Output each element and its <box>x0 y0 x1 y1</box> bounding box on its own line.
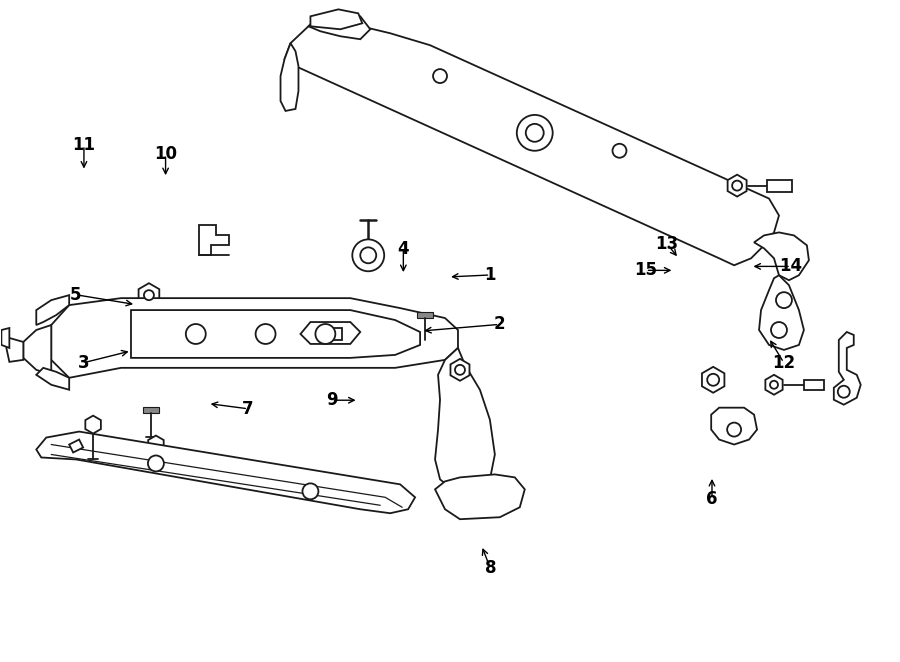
Polygon shape <box>51 298 458 378</box>
Polygon shape <box>301 322 360 344</box>
Polygon shape <box>767 179 792 191</box>
Polygon shape <box>23 325 51 375</box>
Polygon shape <box>6 338 23 362</box>
Text: 13: 13 <box>655 235 679 253</box>
Text: 12: 12 <box>772 354 796 371</box>
Circle shape <box>360 248 376 263</box>
Text: 5: 5 <box>70 286 82 304</box>
Circle shape <box>455 365 465 375</box>
Circle shape <box>776 292 792 308</box>
Circle shape <box>526 124 544 142</box>
Polygon shape <box>702 367 724 393</box>
Circle shape <box>315 324 336 344</box>
Polygon shape <box>281 43 299 111</box>
Circle shape <box>707 374 719 386</box>
Text: 10: 10 <box>154 146 177 164</box>
Polygon shape <box>36 368 69 390</box>
Polygon shape <box>319 328 342 340</box>
Text: 11: 11 <box>72 136 95 154</box>
Polygon shape <box>131 310 420 358</box>
Text: 7: 7 <box>242 400 254 418</box>
Circle shape <box>770 381 778 389</box>
Polygon shape <box>526 119 543 123</box>
Polygon shape <box>148 436 164 453</box>
Polygon shape <box>2 328 9 348</box>
Text: 2: 2 <box>493 315 505 334</box>
Circle shape <box>185 324 206 344</box>
Polygon shape <box>139 283 159 307</box>
Polygon shape <box>199 226 229 256</box>
Polygon shape <box>435 475 525 519</box>
Polygon shape <box>143 406 159 412</box>
Text: 9: 9 <box>326 391 338 409</box>
Circle shape <box>732 181 742 191</box>
Polygon shape <box>36 295 69 325</box>
Polygon shape <box>833 332 860 404</box>
Circle shape <box>727 422 741 436</box>
Circle shape <box>517 115 553 151</box>
Text: 8: 8 <box>484 559 496 577</box>
Text: 15: 15 <box>634 261 657 279</box>
Circle shape <box>433 69 447 83</box>
Polygon shape <box>754 232 809 280</box>
Circle shape <box>256 324 275 344</box>
Polygon shape <box>727 175 747 197</box>
Polygon shape <box>36 432 415 513</box>
Circle shape <box>148 455 164 471</box>
Circle shape <box>352 240 384 271</box>
Circle shape <box>613 144 626 158</box>
Polygon shape <box>310 9 363 29</box>
Polygon shape <box>284 21 779 265</box>
Text: 14: 14 <box>779 258 803 275</box>
Polygon shape <box>86 416 101 434</box>
Circle shape <box>144 290 154 300</box>
Polygon shape <box>309 11 370 39</box>
Text: 6: 6 <box>706 490 717 508</box>
Text: 1: 1 <box>484 266 496 284</box>
Circle shape <box>838 386 850 398</box>
Polygon shape <box>69 440 83 453</box>
Polygon shape <box>804 380 824 390</box>
Polygon shape <box>765 375 783 395</box>
Text: 4: 4 <box>398 240 410 258</box>
Polygon shape <box>711 408 757 444</box>
Circle shape <box>302 483 319 499</box>
Polygon shape <box>435 348 495 491</box>
Circle shape <box>771 322 787 338</box>
Text: 3: 3 <box>78 354 90 371</box>
Polygon shape <box>451 359 470 381</box>
Polygon shape <box>417 312 433 318</box>
Polygon shape <box>759 275 804 350</box>
